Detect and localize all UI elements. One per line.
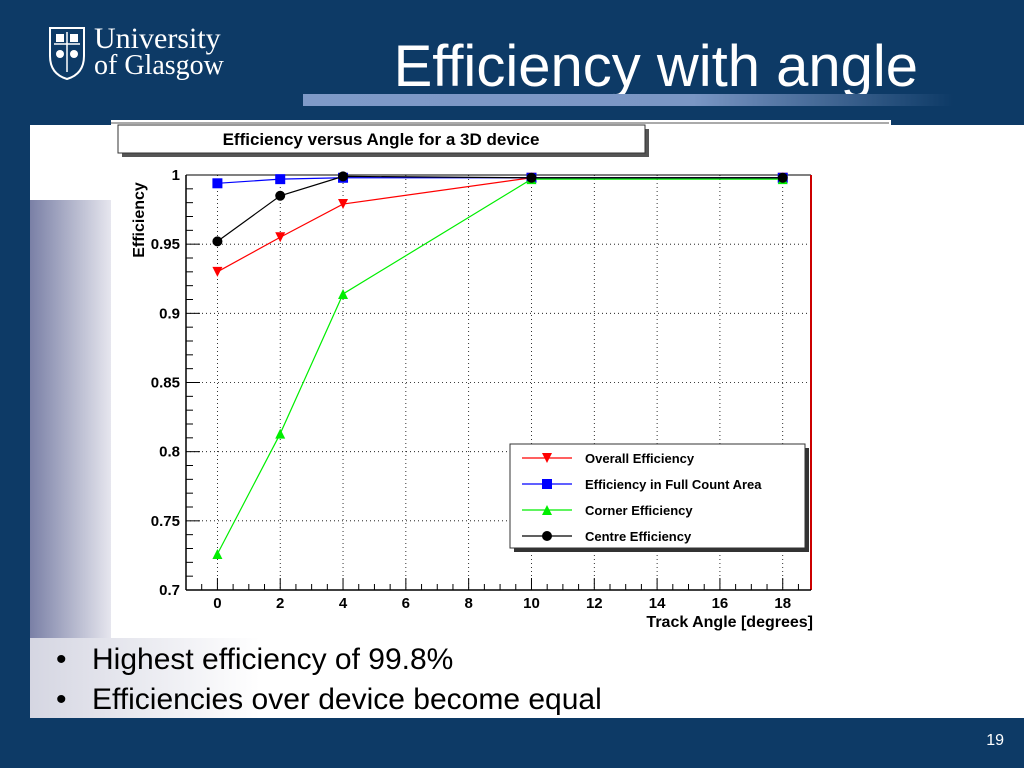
y-axis-label: Efficiency [131,182,148,258]
y-tick-label: 0.7 [159,582,180,599]
data-point-triangle-down [275,232,286,243]
page-number: 19 [986,732,1004,749]
university-crest-icon [49,27,85,80]
data-point-triangle-up [212,549,223,560]
data-point-triangle-up [338,288,349,299]
data-point-circle [542,531,552,541]
data-point-triangle-up [275,428,286,439]
logo-text-university: University [94,22,221,55]
legend-label: Centre Efficiency [585,529,692,544]
data-point-triangle-up [542,505,552,515]
side-gradient-bar [30,200,111,718]
plot-area: 0 2 4 6 8 10 12 14 16 18 0.7 0.75 0.8 0.85 0.9 0.95 1 [151,167,812,612]
x-tick-label: 16 [712,595,729,612]
slide-title: Efficiency with angle [393,34,918,99]
legend-label: Overall Efficiency [585,451,695,466]
chart-title: Efficiency versus Angle for a 3D device [223,130,540,149]
bullet-dot: • [56,643,67,676]
y-tick-label: 0.9 [159,305,180,322]
bullet-dot: • [56,683,67,716]
data-point-circle [275,190,286,201]
x-tick-label: 2 [276,595,284,612]
data-point-circle [212,236,223,247]
x-tick-label: 6 [402,595,410,612]
x-axis-label: Track Angle [degrees] [646,614,813,631]
chart-title-box [117,124,646,154]
footer-bar [0,718,1024,768]
efficiency-chart: Efficiency versus Angle for a 3D device … [111,120,891,635]
x-tick-label: 12 [586,595,603,612]
y-tick-label: 1 [172,167,180,184]
x-tick-label: 8 [464,595,472,612]
bullet-item: • Highest efficiency of 99.8% [56,643,453,677]
data-point-square [275,174,286,185]
x-tick-label: 18 [774,595,791,612]
x-tick-label: 4 [339,595,348,612]
data-point-triangle-down [212,266,223,277]
bullet-item: • Efficiencies over device become equal [56,683,602,717]
data-point-circle [338,171,349,182]
data-point-square [542,479,552,489]
bullet-text: Highest efficiency of 99.8% [92,643,454,676]
x-tick-label: 0 [213,595,221,612]
y-tick-label: 0.75 [151,513,180,530]
y-tick-label: 0.85 [151,375,180,392]
logo-text-glasgow: of Glasgow [94,50,224,81]
bullet-area [30,638,1024,718]
legend-label: Corner Efficiency [585,503,693,518]
x-tick-label: 10 [523,595,540,612]
legend-box [509,443,806,549]
y-tick-label: 0.95 [151,236,180,253]
legend-label: Efficiency in Full Count Area [585,477,762,492]
data-point-triangle-down [542,453,552,463]
title-underline [303,94,953,106]
y-tick-label: 0.8 [159,444,180,461]
data-point-circle [526,172,537,183]
chart-legend: Overall Efficiency Efficiency in Full Cou… [509,443,809,552]
bullet-text: Efficiencies over device become equal [92,683,602,716]
data-point-triangle-down [338,199,349,210]
data-point-circle [777,172,788,183]
data-point-square [212,178,223,189]
x-tick-label: 14 [649,595,666,612]
